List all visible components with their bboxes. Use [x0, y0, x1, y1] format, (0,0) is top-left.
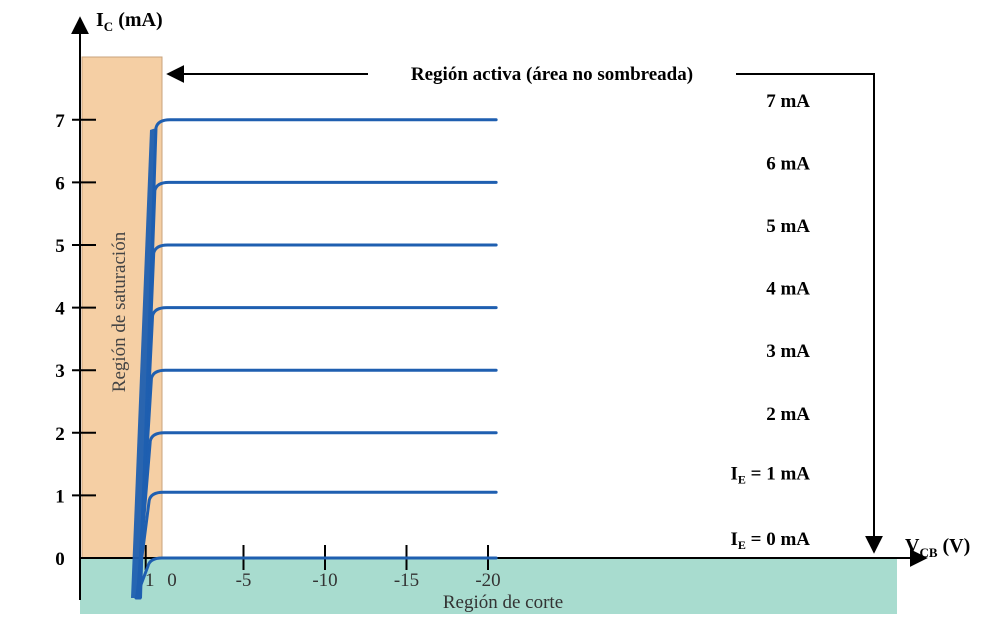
y-axis-title: IC (mA)	[96, 9, 163, 34]
saturation-curve-bundle	[131, 128, 156, 598]
x-tick-label: 1	[145, 570, 155, 591]
curve-label: 5 mA	[766, 216, 810, 237]
ie-curve	[134, 556, 498, 600]
x-axis-title: VCB (V)	[905, 535, 970, 560]
curve-label: 4 mA	[766, 279, 810, 300]
cutoff-region-label: Región de corte	[443, 592, 563, 613]
curve-label: 3 mA	[766, 341, 810, 362]
ie-curve	[136, 368, 498, 600]
y-tick-label: 4	[55, 299, 65, 320]
y-tick-label: 3	[55, 361, 65, 382]
x-tick-label: -20	[475, 570, 500, 591]
active-region-label: Región activa (área no sombreada)	[411, 64, 693, 85]
curve-label: IE = 1 mA	[730, 463, 810, 486]
y-tick-label: 1	[55, 486, 65, 507]
saturation-region-label: Región de saturación	[109, 231, 130, 392]
ie-curve	[137, 243, 498, 600]
active-region-down-arrow	[736, 73, 883, 554]
curve-label: 6 mA	[766, 153, 810, 174]
x-tick-label: -15	[394, 570, 419, 591]
y-tick-label: 2	[55, 424, 65, 445]
x-tick-label: -5	[236, 570, 252, 591]
y-tick-label: 5	[55, 236, 65, 257]
x-tick-label: -10	[312, 570, 337, 591]
y-tick-label: 7	[55, 111, 65, 132]
ie-curve	[135, 490, 498, 600]
y-tick-label: 6	[55, 173, 65, 194]
curve-label: 7 mA	[766, 91, 810, 112]
curve-label: 2 mA	[766, 404, 810, 425]
ie-curve	[136, 306, 498, 600]
ie-curve	[135, 431, 498, 600]
y-tick-label: 0	[55, 549, 65, 570]
ie-curve	[138, 118, 498, 600]
curve-label: IE = 0 mA	[730, 529, 810, 552]
x-tick-label: 0	[167, 570, 177, 591]
